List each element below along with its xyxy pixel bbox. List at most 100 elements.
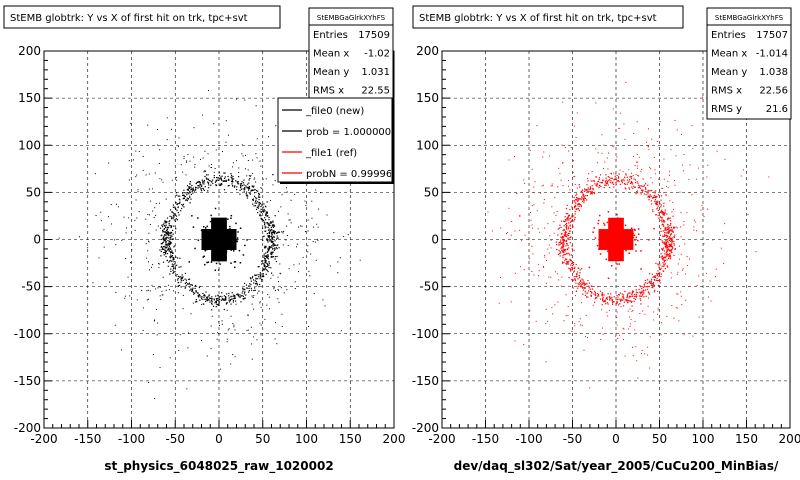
scatter-point [187,188,189,190]
scatter-point [656,273,658,275]
scatter-point [165,221,168,224]
scatter-point [127,276,129,278]
scatter-point [278,231,281,233]
scatter-point [273,235,275,238]
scatter-point [615,183,617,185]
scatter-point [286,191,288,193]
scatter-point [661,218,663,220]
scatter-point [567,226,570,228]
scatter-point [221,292,223,294]
scatter-point [163,228,166,230]
scatter-point [574,323,576,325]
scatter-point [647,354,649,356]
scatter-point [166,228,168,230]
scatter-point [217,252,220,254]
scatter-point [626,296,628,299]
scatter-point [197,181,199,183]
scatter-point [693,229,695,231]
scatter-point [688,258,690,260]
scatter-point [245,294,247,296]
scatter-point [268,249,270,252]
scatter-point [673,243,675,245]
scatter-point [519,214,521,216]
scatter-point [675,307,677,309]
scatter-point [247,169,249,171]
scatter-point [271,253,273,255]
scatter-point [507,231,509,233]
scatter-point [660,219,662,222]
scatter-point [236,181,238,183]
scatter-point [656,140,658,142]
scatter-point [302,256,304,258]
scatter-point [575,205,577,207]
scatter-point [577,204,579,206]
scatter-point [574,279,577,282]
scatter-point [252,198,254,200]
scatter-point [170,128,172,130]
scatter-point [236,240,239,243]
scatter-point [142,169,144,171]
scatter-point [566,261,568,263]
scatter-point [215,149,217,151]
scatter-point [564,233,566,235]
scatter-point [163,228,165,230]
scatter-point [208,294,210,296]
scatter-point [564,234,567,236]
scatter-point [628,179,631,181]
scatter-point [610,221,613,224]
scatter-point [271,246,273,248]
y-tick-label: -150 [14,374,41,388]
scatter-point [582,199,585,201]
scatter-point [222,299,224,301]
scatter-point [168,289,170,291]
scatter-point [635,291,637,293]
scatter-point [170,241,172,243]
scatter-point [137,191,139,193]
scatter-point [213,171,215,173]
scatter-point [230,180,233,183]
scatter-point [259,276,262,278]
scatter-point [276,237,278,239]
scatter-point [707,296,709,298]
scatter-point [191,290,193,293]
scatter-point [624,182,626,185]
scatter-point [198,180,201,183]
scatter-point [562,245,565,247]
scatter-point [203,294,206,296]
scatter-point [222,180,225,182]
scatter-point [229,234,232,237]
scatter-point [629,316,631,318]
scatter-point [629,325,631,327]
scatter-point [669,245,672,247]
scatter-point [630,227,633,229]
scatter-point [669,227,671,229]
scatter-point [277,237,279,239]
scatter-point [625,81,627,83]
scatter-point [254,192,256,194]
scatter-point [214,167,216,169]
scatter-point [220,183,222,186]
scatter-point [197,187,199,189]
scatter-point [174,206,176,208]
scatter-point [580,286,582,288]
scatter-point [582,289,585,291]
scatter-point [637,187,639,189]
scatter-point [210,214,212,217]
scatter-point [615,303,617,305]
scatter-point [629,188,631,190]
scatter-point [607,241,610,244]
scatter-point [255,277,257,279]
scatter-point [637,292,639,294]
scatter-point [624,240,626,242]
scatter-point [635,173,637,175]
scatter-point [631,300,633,303]
scatter-point [161,294,163,296]
scatter-point [168,235,170,237]
scatter-point [333,232,335,234]
scatter-point [644,183,647,185]
scatter-point [214,223,216,225]
scatter-point [262,274,264,276]
scatter-point [218,179,220,181]
scatter-point [163,254,165,256]
